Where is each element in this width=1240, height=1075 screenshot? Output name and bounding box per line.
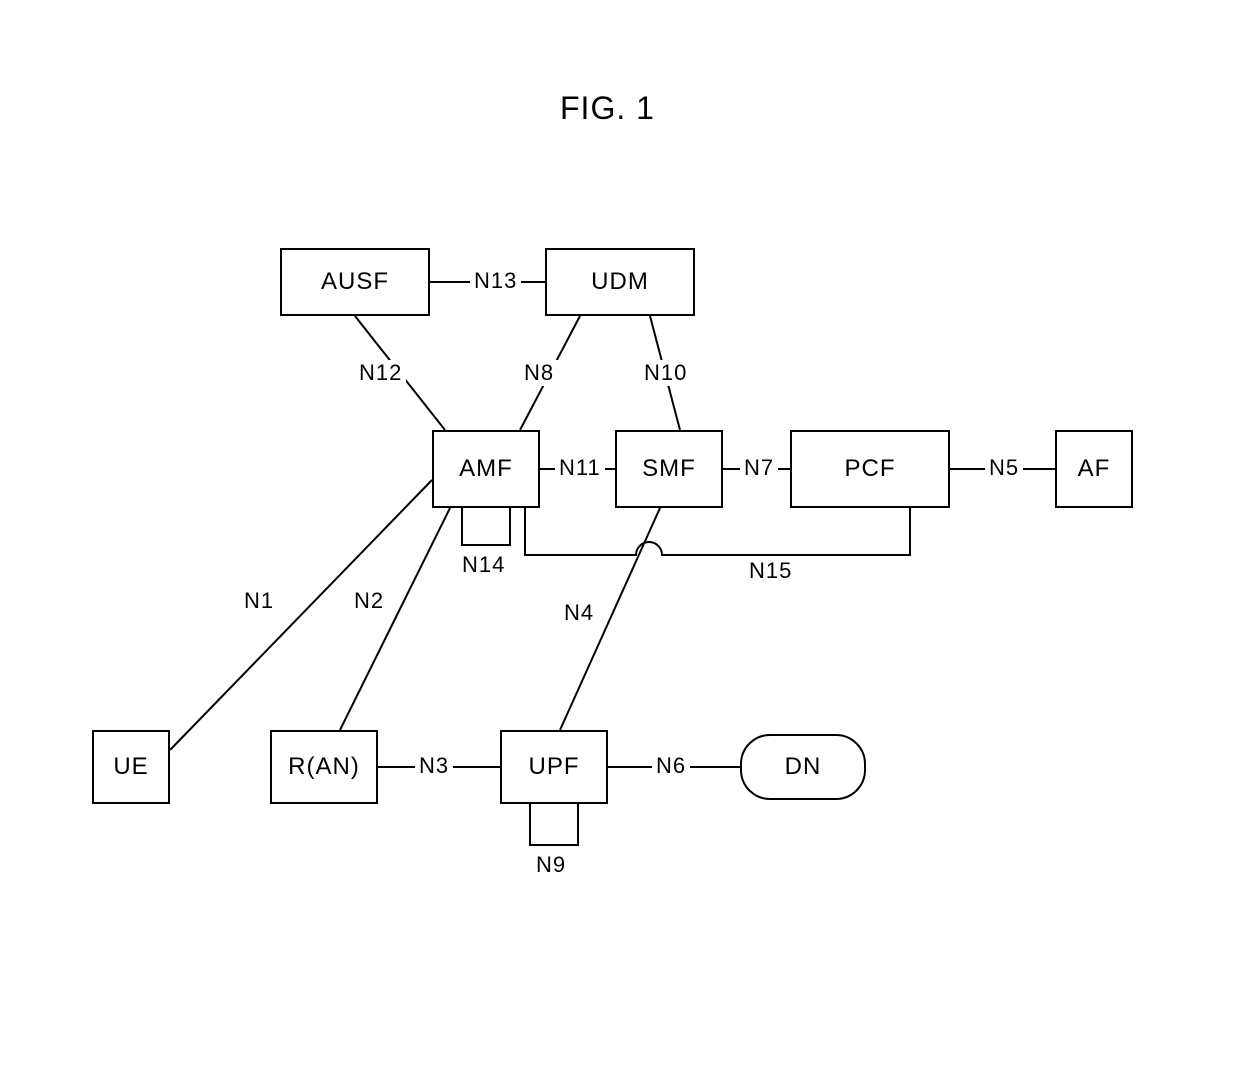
- edge-label-n14: N14: [458, 552, 509, 578]
- node-af: AF: [1055, 430, 1133, 508]
- edge-label-n5: N5: [985, 455, 1023, 481]
- edge-label-n13: N13: [470, 268, 521, 294]
- edge-label-n4: N4: [560, 600, 598, 626]
- node-smf: SMF: [615, 430, 723, 508]
- edge-label-n2: N2: [350, 588, 388, 614]
- edge-label-n15: N15: [745, 558, 796, 584]
- edge-label-n12: N12: [355, 360, 406, 386]
- edge-label-n6: N6: [652, 753, 690, 779]
- node-pcf: PCF: [790, 430, 950, 508]
- diagram-container: FIG. 1 AUSFUDMAMFSMFPCFAFUER(AN)UPFDNN13…: [0, 0, 1240, 1075]
- node-upf: UPF: [500, 730, 608, 804]
- edge-label-n10: N10: [640, 360, 691, 386]
- edge-label-n11: N11: [555, 455, 605, 481]
- edge-label-n9: N9: [532, 852, 570, 878]
- node-dn: DN: [740, 734, 866, 800]
- node-amf: AMF: [432, 430, 540, 508]
- node-ue: UE: [92, 730, 170, 804]
- node-udm: UDM: [545, 248, 695, 316]
- node-ausf: AUSF: [280, 248, 430, 316]
- edge-label-n1: N1: [240, 588, 278, 614]
- node-ran: R(AN): [270, 730, 378, 804]
- edges-svg: [0, 0, 1240, 1075]
- edge-label-n8: N8: [520, 360, 558, 386]
- edge-label-n3: N3: [415, 753, 453, 779]
- edge-label-n7: N7: [740, 455, 778, 481]
